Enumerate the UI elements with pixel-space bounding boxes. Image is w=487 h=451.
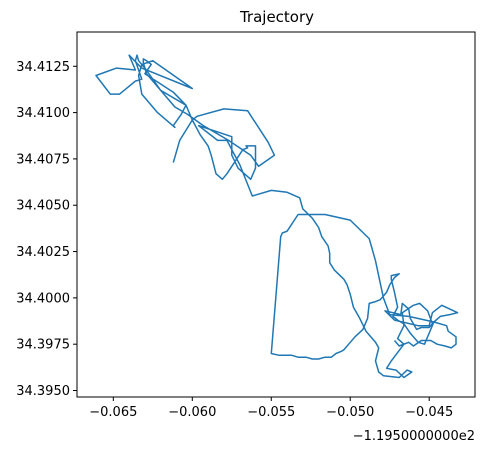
y-tick-label: 34.4050 xyxy=(16,199,70,214)
y-tick-label: 34.4100 xyxy=(16,106,70,121)
trajectory-line xyxy=(95,54,459,379)
chart-title: Trajectory xyxy=(239,8,314,26)
x-offset-label: −1.1950000000e2 xyxy=(353,429,475,444)
x-tick-label: −0.060 xyxy=(168,405,216,420)
y-tick-label: 34.4025 xyxy=(16,245,70,260)
y-tick-label: 34.3950 xyxy=(16,384,70,399)
y-tick-label: 34.3975 xyxy=(16,338,70,353)
axes-frame xyxy=(76,31,476,398)
y-tick-label: 34.4000 xyxy=(16,291,70,306)
y-tick-label: 34.4075 xyxy=(16,152,70,167)
x-tick-label: −0.065 xyxy=(89,405,137,420)
x-tick-label: −0.050 xyxy=(326,405,374,420)
x-ticks: −0.065 −0.060 −0.055 −0.050 −0.045 xyxy=(89,397,453,420)
x-tick-label: −0.045 xyxy=(405,405,453,420)
series-layer xyxy=(95,54,459,379)
y-tick-label: 34.4125 xyxy=(16,60,70,75)
y-ticks: 34.3950 34.3975 34.4000 34.4025 34.4050 34.40… xyxy=(16,60,77,399)
x-tick-label: −0.055 xyxy=(247,405,295,420)
